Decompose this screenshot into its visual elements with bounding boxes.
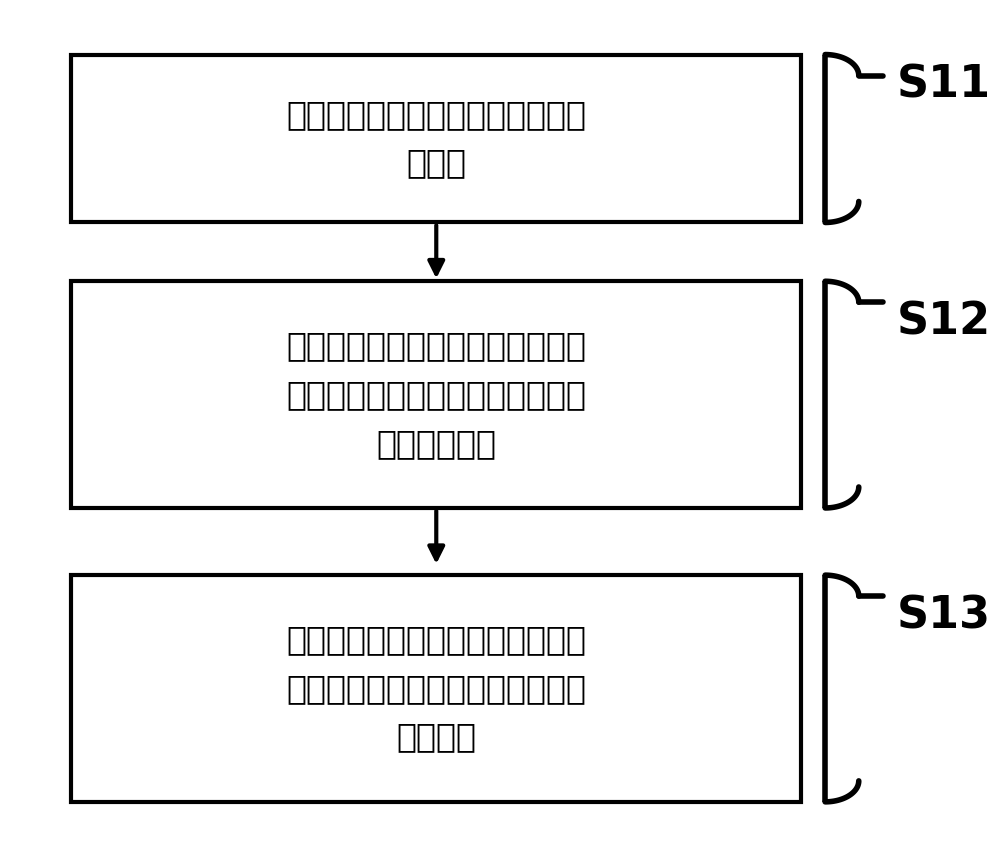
Text: 计算局部图像中每个像素点的距离
变换值: 计算局部图像中每个像素点的距离 变换值 [286,98,587,179]
Text: S12: S12 [897,300,991,343]
Text: 根据局部图像中每个像素点的距离
变换值计算局部图像中每个像素点
的混合向量值: 根据局部图像中每个像素点的距离 变换值计算局部图像中每个像素点 的混合向量值 [286,330,587,460]
Text: S13: S13 [897,594,991,638]
Text: 根据局部图像中每个像素点的混合
向量值将局部图像与人脸图像进行
图像合成: 根据局部图像中每个像素点的混合 向量值将局部图像与人脸图像进行 图像合成 [286,623,587,754]
Bar [72,54,801,222]
Bar [72,575,801,802]
Text: S11: S11 [897,64,991,106]
Bar [72,282,801,508]
